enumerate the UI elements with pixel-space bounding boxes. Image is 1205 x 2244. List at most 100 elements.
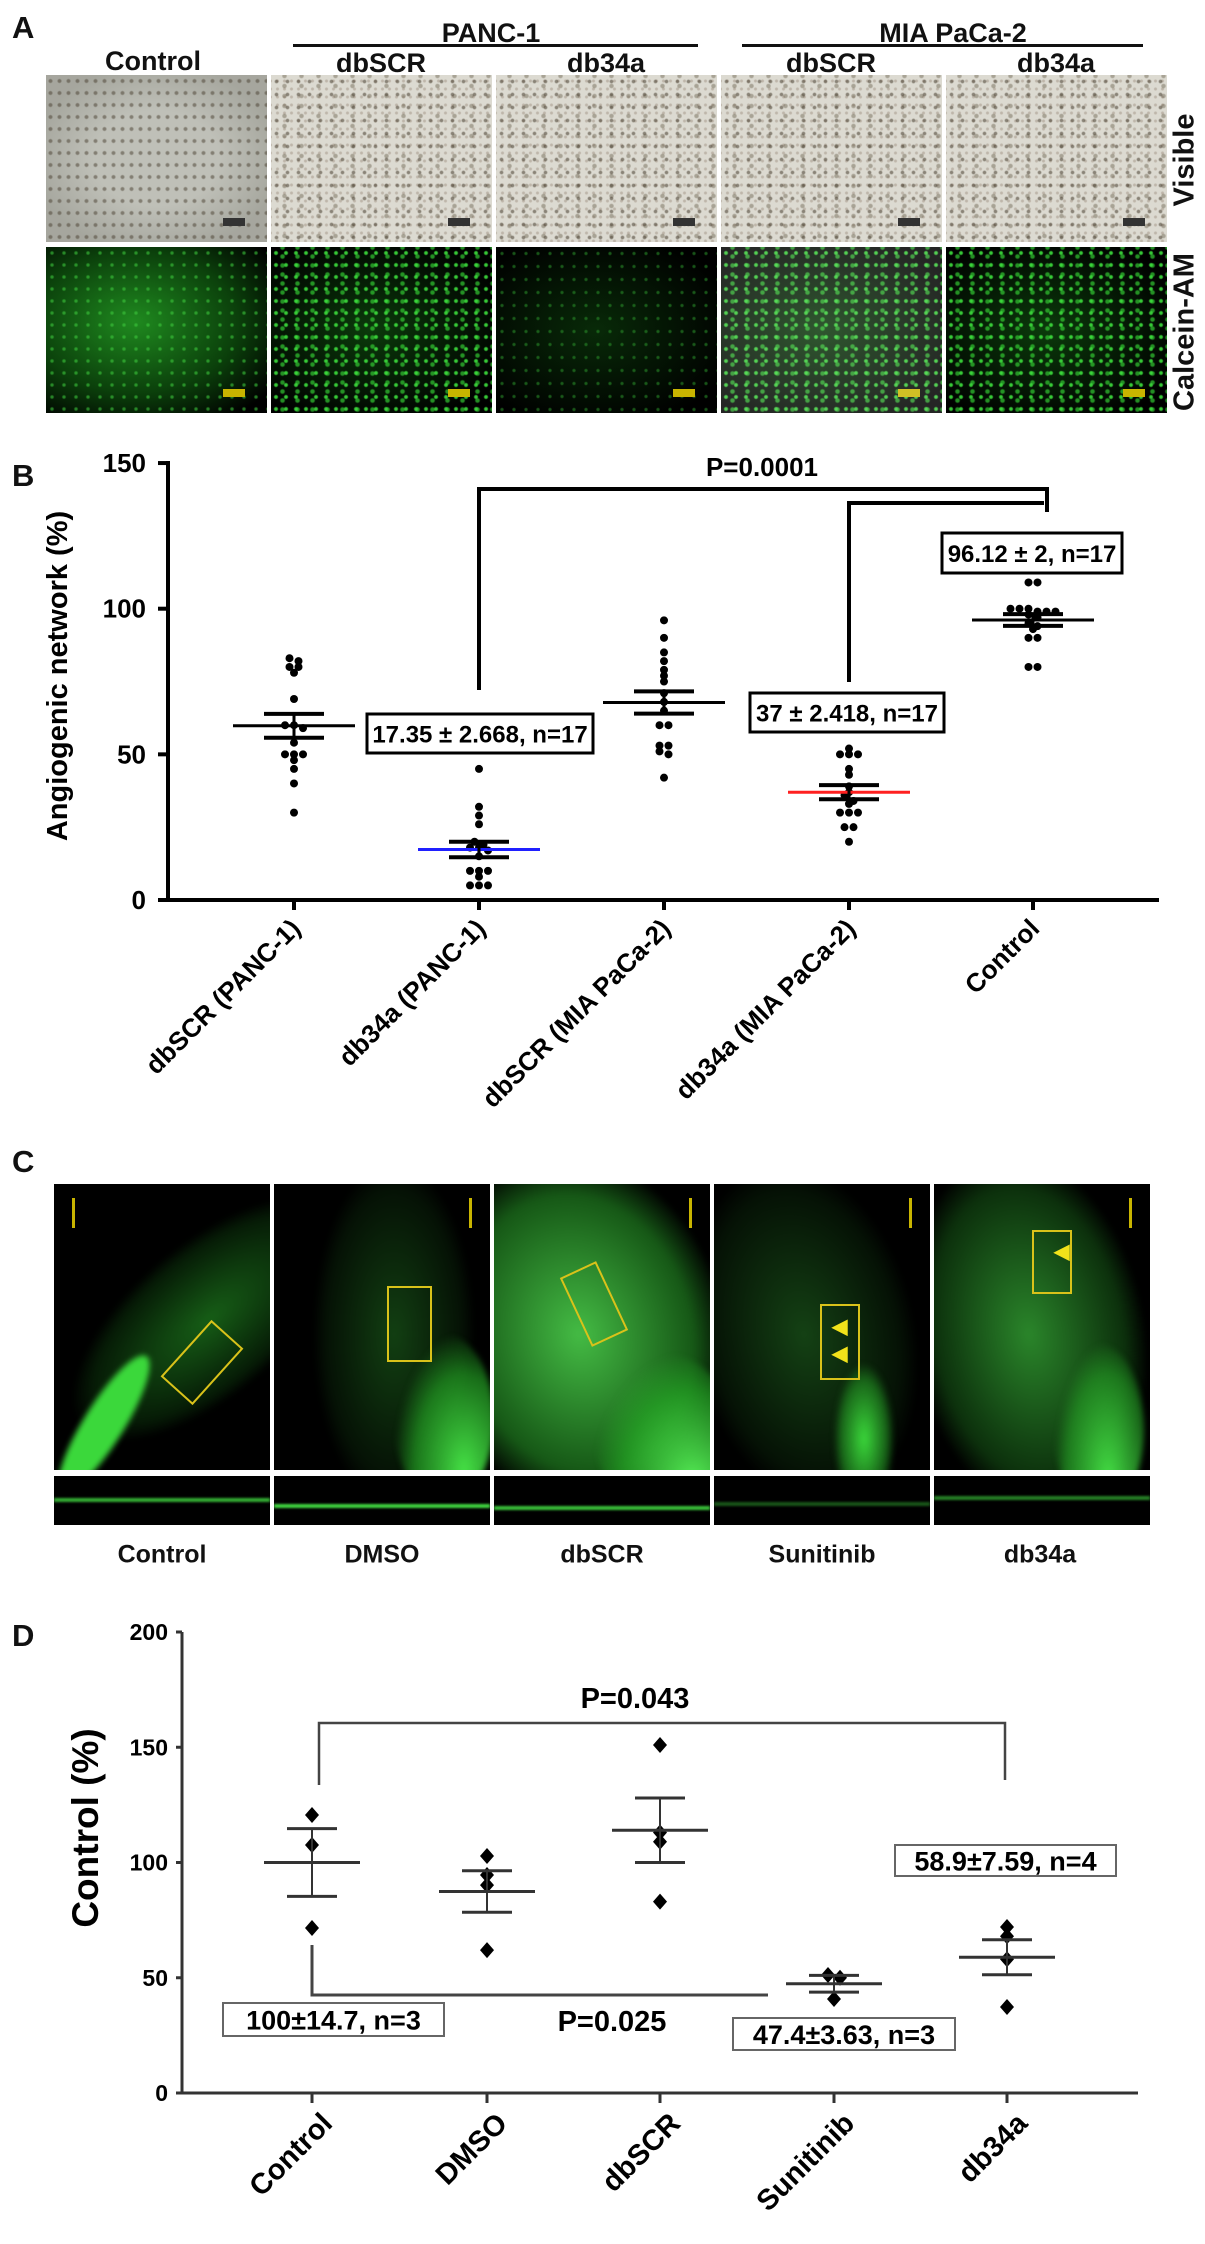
p-value-label: P=0.043	[581, 1683, 690, 1715]
micrograph-calcein-control	[46, 247, 267, 413]
data-point	[836, 750, 844, 759]
data-point	[653, 1893, 667, 1910]
label-dmso: DMSO	[344, 1540, 420, 1569]
panel-label-a: A	[12, 10, 35, 45]
data-point	[290, 750, 298, 759]
micrograph-visible-panc1-dbscr	[271, 75, 492, 242]
micrograph-calcein-panc1-db34a	[496, 247, 717, 413]
significance-bracket	[310, 1945, 768, 1997]
data-point	[833, 1969, 847, 1986]
micrograph-visible-mia-dbscr	[721, 75, 942, 242]
scale-bar	[673, 218, 695, 226]
data-point	[660, 648, 668, 657]
stat-annotation: 37 ± 2.418, n=17	[756, 701, 938, 728]
micrograph-calcein-mia-dbscr	[721, 247, 942, 413]
scale-bar	[469, 1198, 472, 1228]
data-point	[845, 837, 853, 846]
roi-box	[387, 1286, 432, 1362]
roi-box	[820, 1304, 860, 1380]
data-point	[1006, 604, 1015, 613]
data-point	[854, 750, 862, 759]
arrow-icon: ◀	[832, 1343, 848, 1365]
data-point	[854, 808, 862, 817]
y-tick-label: 150	[130, 1734, 168, 1760]
scale-bar	[223, 389, 245, 397]
header-panc1-dbscr: dbSCR	[336, 48, 426, 78]
data-point	[305, 1919, 319, 1936]
data-point	[845, 764, 853, 773]
data-point	[285, 654, 294, 663]
label-control: Control	[117, 1540, 207, 1569]
label-sunitinib: Sunitinib	[768, 1540, 876, 1569]
panel-label-b: B	[12, 458, 35, 493]
group-line-mia-paca2	[742, 44, 1143, 47]
significance-bracket	[477, 487, 1049, 690]
header-mia-dbscr: dbSCR	[786, 48, 876, 78]
arrow-icon: ◀	[832, 1316, 848, 1338]
data-point	[653, 1736, 667, 1753]
data-point	[664, 750, 673, 759]
data-point	[1000, 1919, 1014, 1936]
y-tick-label: 100	[103, 594, 146, 624]
data-point	[484, 866, 492, 875]
data-point	[1033, 662, 1042, 671]
data-point	[475, 764, 483, 773]
data-point	[655, 741, 664, 750]
data-point	[1033, 578, 1042, 587]
data-point	[290, 668, 298, 677]
label-dbscr: dbSCR	[560, 1540, 644, 1569]
data-point	[660, 671, 668, 680]
data-point	[849, 823, 858, 832]
zoom-strip-db34a	[934, 1476, 1150, 1525]
data-point	[660, 616, 668, 625]
x-tick-label: db34a	[952, 2107, 1035, 2190]
stat-annotation-box	[222, 2002, 445, 2037]
fish-tail	[1054, 1344, 1144, 1470]
y-tick-label: 100	[130, 1850, 168, 1876]
y-tick-label: 50	[142, 1965, 168, 1991]
data-point	[290, 738, 298, 747]
significance-bracket	[847, 501, 1044, 682]
scale-bar	[673, 389, 695, 397]
y-tick-label: 150	[103, 448, 146, 478]
header-mia-paca2: MIA PaCa-2	[879, 18, 1027, 48]
micrograph-calcein-mia-db34a	[946, 247, 1167, 413]
data-point	[290, 764, 298, 773]
header-panc1-db34a: db34a	[566, 48, 646, 78]
scale-bar	[223, 218, 245, 226]
data-point	[1024, 578, 1033, 587]
data-point	[660, 665, 668, 674]
micrograph-visible-control	[46, 75, 267, 242]
header-control: Control	[105, 46, 201, 76]
scale-bar	[689, 1198, 692, 1228]
header-mia-db34a: db34a	[1016, 48, 1096, 78]
scale-bar	[898, 389, 920, 397]
data-point	[1024, 604, 1033, 613]
stat-annotation: 100±14.7, n=3	[246, 2006, 421, 2036]
p-value-label: P=0.0001	[706, 452, 818, 482]
data-point	[466, 881, 474, 890]
data-point	[475, 820, 483, 829]
data-point	[827, 1990, 841, 2007]
zebrafish-image-control	[54, 1184, 270, 1470]
data-point	[664, 741, 673, 750]
header-panc1: PANC-1	[441, 18, 541, 48]
data-point	[305, 1807, 319, 1824]
stat-annotation: 96.12 ± 2, n=17	[948, 541, 1117, 568]
data-point	[475, 872, 483, 881]
data-point	[475, 866, 483, 875]
zebrafish-image-sunitinib: ◀ ◀	[714, 1184, 930, 1470]
scale-bar	[1129, 1198, 1132, 1228]
panel-label-d: D	[12, 1618, 35, 1653]
y-axis-label: Angiogenic network (%)	[42, 511, 74, 841]
y-axis-label: Control (%)	[65, 1728, 106, 1927]
zebrafish-image-db34a: ◀	[934, 1184, 1150, 1470]
label-db34a: db34a	[1003, 1540, 1077, 1569]
data-point	[281, 750, 289, 759]
data-point	[845, 770, 853, 779]
stat-annotation-box	[940, 531, 1124, 575]
data-point	[664, 721, 673, 730]
panel-label-c: C	[12, 1144, 35, 1179]
